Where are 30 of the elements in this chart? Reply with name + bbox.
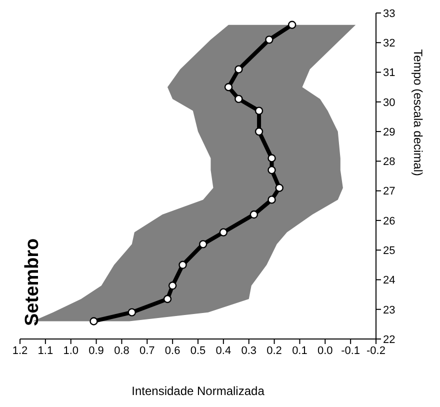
x-tick-label: 0.9 [88,344,104,357]
x-tick-label: -0.1 [341,344,360,357]
x-tick-label: 1.0 [63,344,79,357]
x-tick-label: 0.8 [114,344,130,357]
y-tick-label: 26 [383,215,396,228]
x-tick-label: 0.3 [241,344,257,357]
y-tick-label: 23 [383,304,396,316]
y-tick-label: 27 [383,186,396,198]
x-tick-label: -0.2 [366,344,386,357]
y-tick-label: 29 [383,126,396,138]
y-axis-title: Tempo (escala decimal) [410,49,425,176]
x-tick-label: 0.7 [139,344,155,357]
x-tick-label: 1.2 [12,344,28,357]
x-axis-title: Intensidade Normalizada [132,384,265,398]
x-tick-label: 0.4 [216,344,232,357]
x-tick-label: 0.5 [190,344,206,357]
x-tick-label: 0.6 [164,344,180,357]
y-tick-label: 24 [383,274,396,287]
y-tick-label: 33 [383,8,396,20]
x-tick-label: 1.1 [38,344,54,357]
annotation: Setembro [22,238,44,326]
y-tick-label: 30 [383,96,396,109]
y-tick-label: 32 [383,38,396,50]
y-tick-label: 25 [383,244,396,257]
x-tick-label: 0.0 [317,344,333,357]
y-tick-label: 31 [383,67,396,80]
y-tick-label: 22 [383,334,396,346]
y-tick-label: 28 [383,156,396,168]
x-tick-label: 0.1 [292,344,308,357]
x-tick-label: 0.2 [266,344,282,357]
